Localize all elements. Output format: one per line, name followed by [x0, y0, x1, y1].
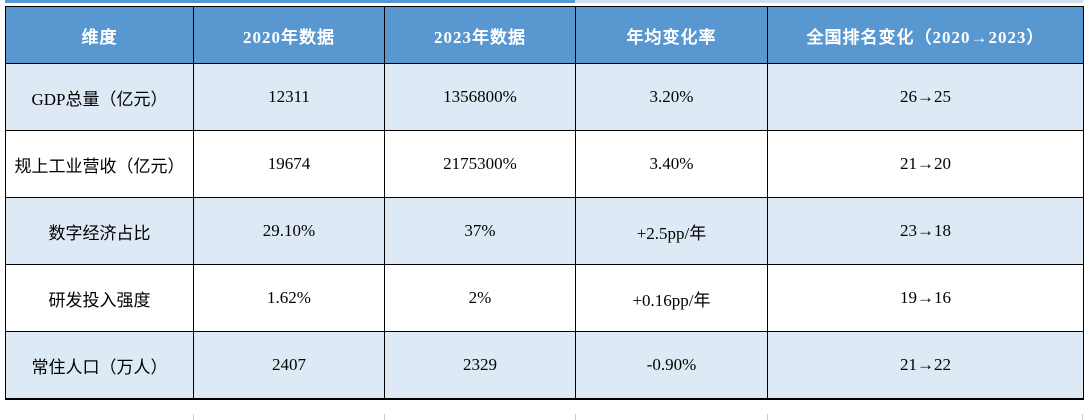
column-header-national-rank-change: 全国排名变化（2020→2023） [767, 6, 1084, 64]
table-cell-2020-value: 19674 [193, 130, 385, 198]
table-cell-change-rate: 3.40% [575, 130, 768, 198]
table-cell-dimension: 数字经济占比 [5, 197, 194, 265]
faint-gridline [1082, 414, 1083, 420]
table-cell-2023-value: 2175300% [384, 130, 576, 198]
table-cell-change-rate: +2.5pp/年 [575, 197, 768, 265]
table-cell-dimension: GDP总量（亿元） [5, 63, 194, 131]
table-cell-change-rate: -0.90% [575, 331, 768, 400]
table-cell-2020-value: 2407 [193, 331, 385, 400]
table-cell-2023-value: 2% [384, 264, 576, 332]
table-cell-rank-change: 21→20 [767, 130, 1084, 198]
table-row: 数字经济占比 29.10% 37% +2.5pp/年 23→18 [5, 197, 1084, 265]
cropped-next-row-strip [0, 414, 1090, 420]
header-row: 维度 2020年数据 2023年数据 年均变化率 全国排名变化（2020→202… [5, 6, 1084, 64]
table-row: 常住人口（万人） 2407 2329 -0.90% 21→22 [5, 331, 1084, 400]
column-header-2023-data: 2023年数据 [384, 6, 576, 64]
table-row: GDP总量（亿元） 12311 1356800% 3.20% 26→25 [5, 63, 1084, 131]
table-cell-change-rate: 3.20% [575, 63, 768, 131]
table-cell-2023-value: 1356800% [384, 63, 576, 131]
region-comparison-table: 维度 2020年数据 2023年数据 年均变化率 全国排名变化（2020→202… [5, 6, 1084, 400]
table-cell-2023-value: 37% [384, 197, 576, 265]
column-header-avg-change-rate: 年均变化率 [575, 6, 768, 64]
faint-gridline [384, 414, 385, 420]
table-cell-2020-value: 1.62% [193, 264, 385, 332]
table-cell-dimension: 常住人口（万人） [5, 331, 194, 400]
table-cell-rank-change: 19→16 [767, 264, 1084, 332]
cropped-row-above-strip [5, 0, 575, 3]
table-cell-2023-value: 2329 [384, 331, 576, 400]
table-cell-2020-value: 29.10% [193, 197, 385, 265]
cropped-row-above-strip-light [575, 0, 1083, 3]
table-cell-change-rate: +0.16pp/年 [575, 264, 768, 332]
table-cell-rank-change: 26→25 [767, 63, 1084, 131]
column-header-2020-data: 2020年数据 [193, 6, 385, 64]
table-cell-rank-change: 23→18 [767, 197, 1084, 265]
table-cell-rank-change: 21→22 [767, 331, 1084, 400]
faint-gridline [575, 414, 576, 420]
table-row: 研发投入强度 1.62% 2% +0.16pp/年 19→16 [5, 264, 1084, 332]
table-row: 规上工业营收（亿元） 19674 2175300% 3.40% 21→20 [5, 130, 1084, 198]
table-cell-dimension: 规上工业营收（亿元） [5, 130, 194, 198]
faint-gridline [193, 414, 194, 420]
faint-gridline [767, 414, 768, 420]
table-cell-2020-value: 12311 [193, 63, 385, 131]
table-cell-dimension: 研发投入强度 [5, 264, 194, 332]
column-header-dimension: 维度 [5, 6, 194, 64]
